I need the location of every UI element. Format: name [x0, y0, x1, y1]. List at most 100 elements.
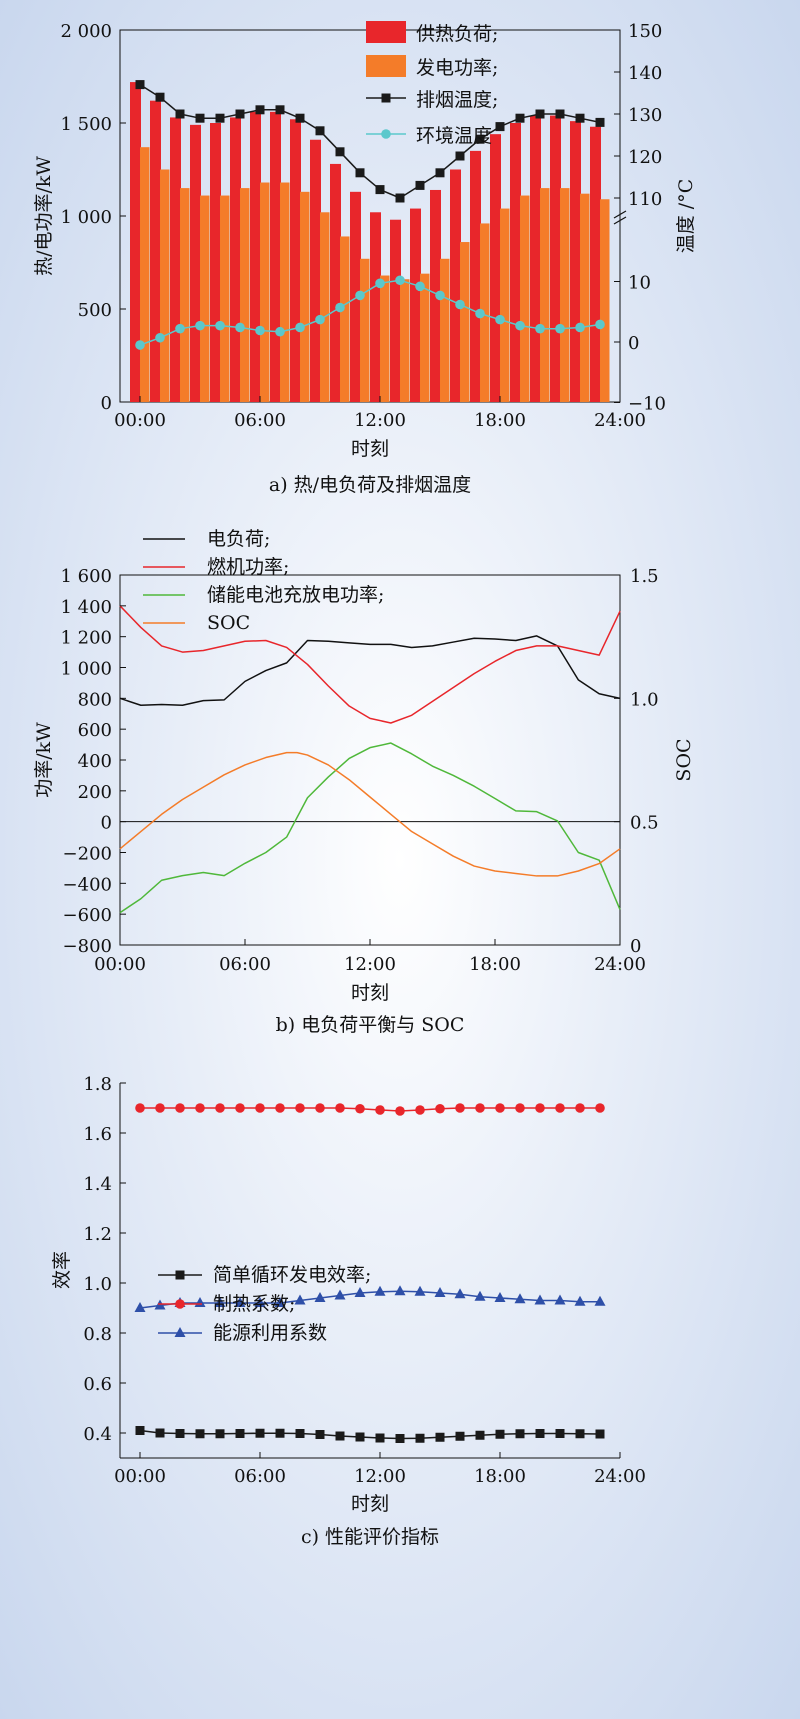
- heat-load-bar: [150, 100, 161, 403]
- y-tick-label: 0.8: [83, 1324, 112, 1345]
- heat-load-bar: [210, 123, 221, 402]
- x-tick-label: 12:00: [344, 954, 396, 975]
- energy-utilization-point: [534, 1294, 546, 1305]
- y-tick-label-left: 800: [78, 689, 112, 710]
- generation-efficiency-point: [175, 1429, 185, 1438]
- legend-label: 环境温度: [416, 125, 492, 147]
- energy-utilization-point: [434, 1287, 446, 1297]
- y-tick-label-right: 1.0: [630, 689, 659, 710]
- y-tick-label: 1.0: [83, 1274, 112, 1295]
- flue-temp-point: [535, 109, 545, 119]
- chart-b-caption: b) 电负荷平衡与 SOC: [276, 1014, 465, 1036]
- ambient-temp-point: [255, 325, 265, 336]
- legend-heat-load-swatch: [366, 21, 406, 43]
- energy-utilization-point: [554, 1294, 566, 1305]
- flue-temp-point: [495, 122, 505, 132]
- x-tick-label: 18:00: [469, 954, 521, 975]
- generation-efficiency-point: [375, 1433, 385, 1443]
- heat-load-bar: [470, 150, 481, 402]
- ambient-temp-point: [295, 322, 305, 333]
- power-output-bar: [540, 188, 550, 402]
- heat-load-bar: [190, 124, 201, 403]
- flue-temp-point: [155, 92, 165, 102]
- heat-load-bar: [250, 111, 261, 402]
- power-output-bar: [200, 195, 210, 402]
- chart-b-marks: [119, 605, 621, 914]
- y-tick-label-left: −200: [63, 844, 112, 865]
- energy-utilization-point: [354, 1287, 366, 1297]
- heating-coefficient-point: [135, 1103, 145, 1113]
- heating-coefficient-point: [435, 1103, 445, 1114]
- heat-load-bar: [290, 119, 301, 402]
- ambient-temp-point: [435, 290, 445, 301]
- legend-power-output-swatch: [366, 55, 406, 77]
- flue-temp-point: [415, 180, 425, 190]
- energy-utilization-point: [594, 1295, 606, 1306]
- heating-coefficient-line: [140, 1107, 600, 1112]
- axis-break-mark: [613, 216, 627, 225]
- legend-label: SOC: [207, 612, 250, 634]
- ambient-temp-point: [455, 299, 465, 310]
- flue-temp-point: [195, 113, 205, 123]
- chart-b: −800 −600 −400 −200 0 200 400 600 800 1 000 1 200 1…: [33, 528, 695, 1036]
- heating-coefficient-point: [535, 1103, 545, 1113]
- flue-temp-point: [455, 151, 465, 161]
- flue-temp-point: [575, 113, 585, 123]
- y-tick-label-left: 1 000: [60, 207, 112, 228]
- power-output-bar: [400, 279, 410, 402]
- power-output-bar: [220, 195, 230, 402]
- chart-c-marks: [134, 1103, 606, 1443]
- y-tick-label-right: 130: [628, 105, 662, 126]
- y-tick-label-right: 140: [628, 63, 662, 84]
- flue-temp-point: [315, 126, 325, 136]
- heating-coefficient-point: [515, 1103, 525, 1113]
- y-tick-label-right: 150: [628, 21, 662, 42]
- y-tick-label-left: −600: [63, 905, 112, 926]
- x-tick-label: 24:00: [594, 954, 646, 975]
- y-tick-label-left: 200: [78, 782, 112, 803]
- heating-coefficient-point: [415, 1105, 425, 1115]
- x-tick-label: 06:00: [219, 954, 271, 975]
- power-output-bar: [160, 169, 170, 402]
- heat-load-bar: [390, 219, 401, 402]
- y-tick-label-left: 2 000: [60, 21, 112, 42]
- power-output-bar: [380, 275, 390, 402]
- energy-utilization-point: [394, 1285, 406, 1296]
- heat-load-bar: [530, 115, 541, 402]
- flue-temp-point: [295, 113, 305, 123]
- energy-utilization-point: [214, 1297, 226, 1307]
- y-tick-label-right: 0: [630, 936, 641, 957]
- y-tick-label-left: 500: [78, 300, 112, 321]
- heating-coefficient-point: [555, 1103, 565, 1113]
- generation-efficiency-point: [135, 1426, 145, 1435]
- ambient-temp-point: [415, 281, 425, 292]
- legend-marker: [174, 1327, 186, 1337]
- y-tick-label-left: 400: [78, 751, 112, 772]
- heat-load-bar: [230, 117, 241, 403]
- chart-b-ylabel-left: 功率/kW: [33, 722, 55, 798]
- gas-turbine-power-line: [119, 605, 621, 724]
- power-output-bar: [300, 191, 310, 402]
- generation-efficiency-point: [235, 1429, 245, 1438]
- x-tick-label: 00:00: [114, 410, 166, 431]
- power-output-bar: [180, 188, 190, 402]
- energy-utilization-point: [514, 1293, 526, 1304]
- energy-utilization-point: [234, 1297, 246, 1307]
- x-tick-label: 12:00: [354, 410, 406, 431]
- ambient-temp-point: [575, 322, 585, 333]
- battery-power-line: [119, 742, 621, 914]
- ambient-temp-point: [135, 340, 145, 350]
- legend-label: 发电功率;: [416, 57, 498, 79]
- generation-efficiency-point: [415, 1433, 425, 1443]
- heating-coefficient-point: [335, 1103, 345, 1113]
- generation-efficiency-point: [475, 1430, 485, 1440]
- ambient-temp-point: [515, 320, 525, 331]
- y-tick-label-left: 0: [101, 393, 112, 414]
- legend-label: 供热负荷;: [416, 23, 498, 45]
- y-tick-label: 0.4: [83, 1424, 112, 1445]
- generation-efficiency-point: [295, 1429, 305, 1438]
- electric-load-line: [119, 635, 621, 707]
- generation-efficiency-point: [555, 1429, 565, 1438]
- energy-utilization-point: [414, 1285, 426, 1296]
